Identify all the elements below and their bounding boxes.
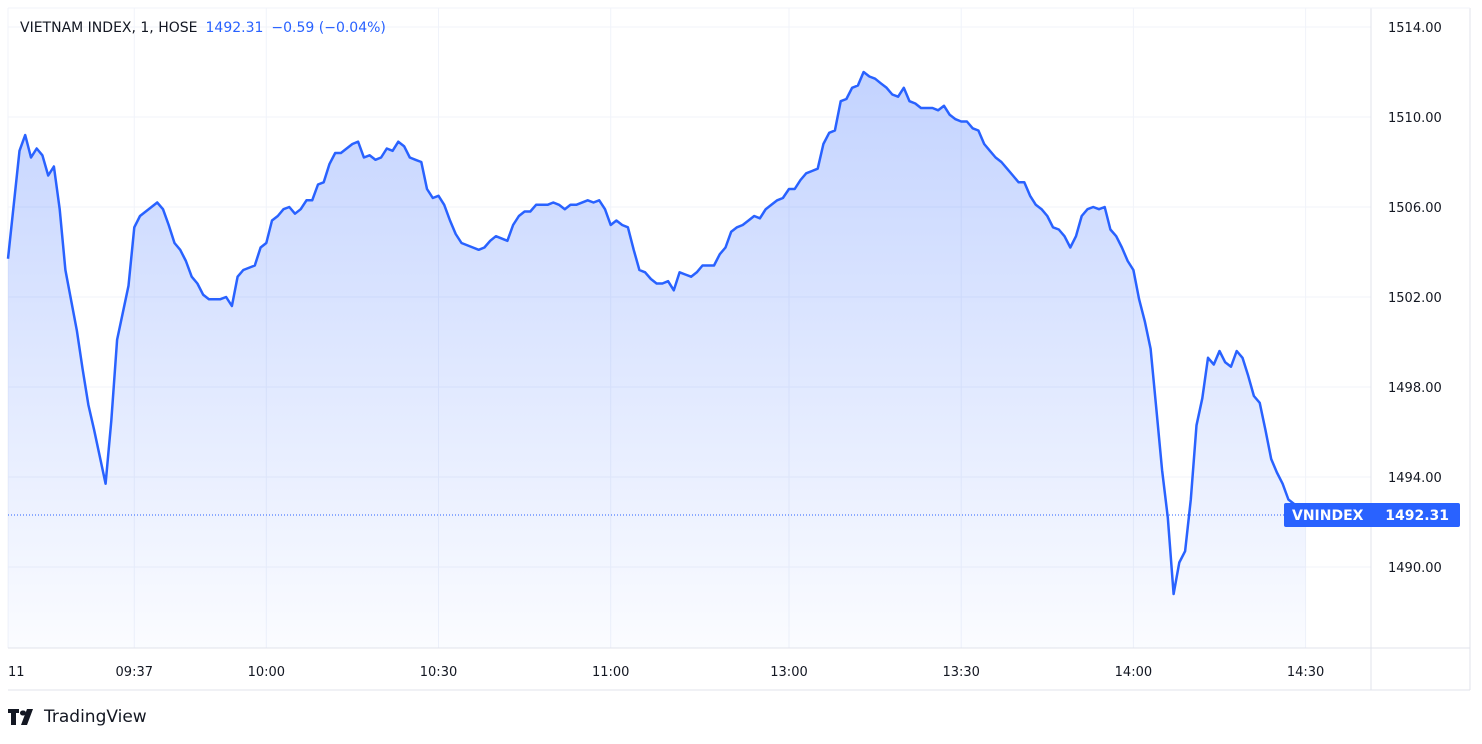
- tradingview-logo-icon: [8, 709, 33, 725]
- price-change: −0.59 (−0.04%): [271, 20, 386, 36]
- axes-frame: [8, 7, 1471, 691]
- tradingview-logo[interactable]: TradingView: [8, 707, 147, 727]
- x-tick-label: 10:30: [420, 665, 457, 680]
- x-tick-label: 14:00: [1115, 665, 1152, 680]
- x-axis[interactable]: 11 09:37 10:00 10:30 11:00 13:00 13:30 14:00 14:…: [8, 665, 1324, 680]
- x-tick-label: 11:00: [592, 665, 629, 680]
- last-price: 1492.31: [205, 20, 264, 36]
- legend-header: VIETNAM INDEX, 1, HOSE 1492.31 −0.59 (−0.0…: [20, 20, 386, 36]
- y-tick-label: 1506.00: [1388, 201, 1442, 216]
- y-tick-label: 1494.00: [1388, 471, 1442, 486]
- y-tick-label: 1510.00: [1388, 111, 1442, 126]
- price-label: VNINDEX 1492.31: [1284, 503, 1460, 528]
- y-tick-label: 1498.00: [1388, 381, 1442, 396]
- y-tick-label: 1502.00: [1388, 291, 1442, 306]
- price-label-symbol: VNINDEX: [1292, 508, 1364, 524]
- y-tick-label: 1490.00: [1388, 561, 1442, 576]
- x-tick-label: 14:30: [1287, 665, 1324, 680]
- price-label-value: 1492.31: [1385, 508, 1449, 524]
- x-tick-label: 11: [8, 665, 25, 680]
- x-tick-label: 13:30: [942, 665, 979, 680]
- y-tick-label: 1514.00: [1388, 21, 1442, 36]
- symbol-title: VIETNAM INDEX, 1, HOSE: [20, 20, 198, 36]
- brand-name: TradingView: [44, 707, 147, 727]
- x-tick-label: 13:00: [770, 665, 807, 680]
- x-tick-label: 09:37: [116, 665, 153, 680]
- price-line: [6, 70, 1307, 596]
- area-fill: [8, 72, 1306, 648]
- x-tick-label: 10:00: [248, 665, 285, 680]
- y-axis[interactable]: 1490.00 1494.00 1498.00 1502.00 1506.00 1510.…: [1388, 21, 1442, 576]
